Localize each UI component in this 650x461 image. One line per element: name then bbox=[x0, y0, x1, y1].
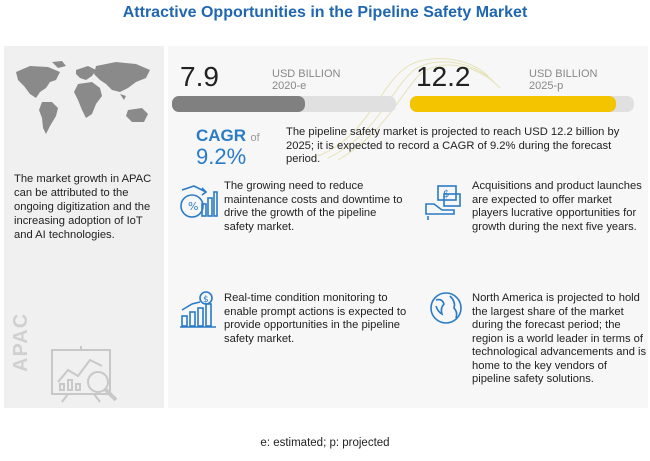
svg-text:$: $ bbox=[203, 295, 209, 305]
value-2025: 12.2 bbox=[416, 61, 471, 92]
point-4-text: North America is projected to hold the l… bbox=[472, 292, 647, 385]
year-2025: 2025-p bbox=[529, 80, 564, 92]
apac-label: APAC bbox=[10, 312, 32, 372]
unit-2020: USD BILLION bbox=[272, 68, 341, 80]
bar-2025-fill bbox=[410, 96, 616, 112]
analytics-board-icon bbox=[51, 346, 118, 403]
cagr-text: The pipeline safety market is projected … bbox=[286, 126, 620, 165]
world-map-icon bbox=[16, 61, 150, 134]
point-3-text: Real-time condition monitoring to enable… bbox=[224, 292, 407, 345]
page-title: Attractive Opportunities in the Pipeline… bbox=[122, 4, 528, 21]
monitoring-icon: $ bbox=[180, 291, 216, 328]
globe-icon bbox=[430, 292, 462, 324]
bar-2020-fill bbox=[172, 96, 305, 112]
acquisition-icon: $ bbox=[425, 185, 461, 220]
apac-growth-text: The market growth in APAC can be attribu… bbox=[14, 173, 152, 241]
cagr-heading: CAGR of bbox=[196, 126, 260, 146]
cagr-label: CAGR bbox=[196, 126, 247, 145]
cagr-value: 9.2% bbox=[196, 144, 247, 169]
cost-reduction-icon: % bbox=[180, 185, 218, 218]
footnote: e: estimated; p: projected bbox=[260, 437, 390, 449]
cagr-of: of bbox=[250, 132, 260, 144]
decorative-swirl bbox=[317, 58, 501, 161]
unit-2025: USD BILLION bbox=[529, 68, 598, 80]
value-2020: 7.9 bbox=[180, 61, 219, 92]
point-2-text: Acquisitions and product launches are ex… bbox=[472, 180, 642, 233]
svg-text:%: % bbox=[188, 200, 198, 213]
year-2020: 2020-e bbox=[272, 80, 307, 92]
point-1-text: The growing need to reduce maintenance c… bbox=[224, 180, 403, 233]
